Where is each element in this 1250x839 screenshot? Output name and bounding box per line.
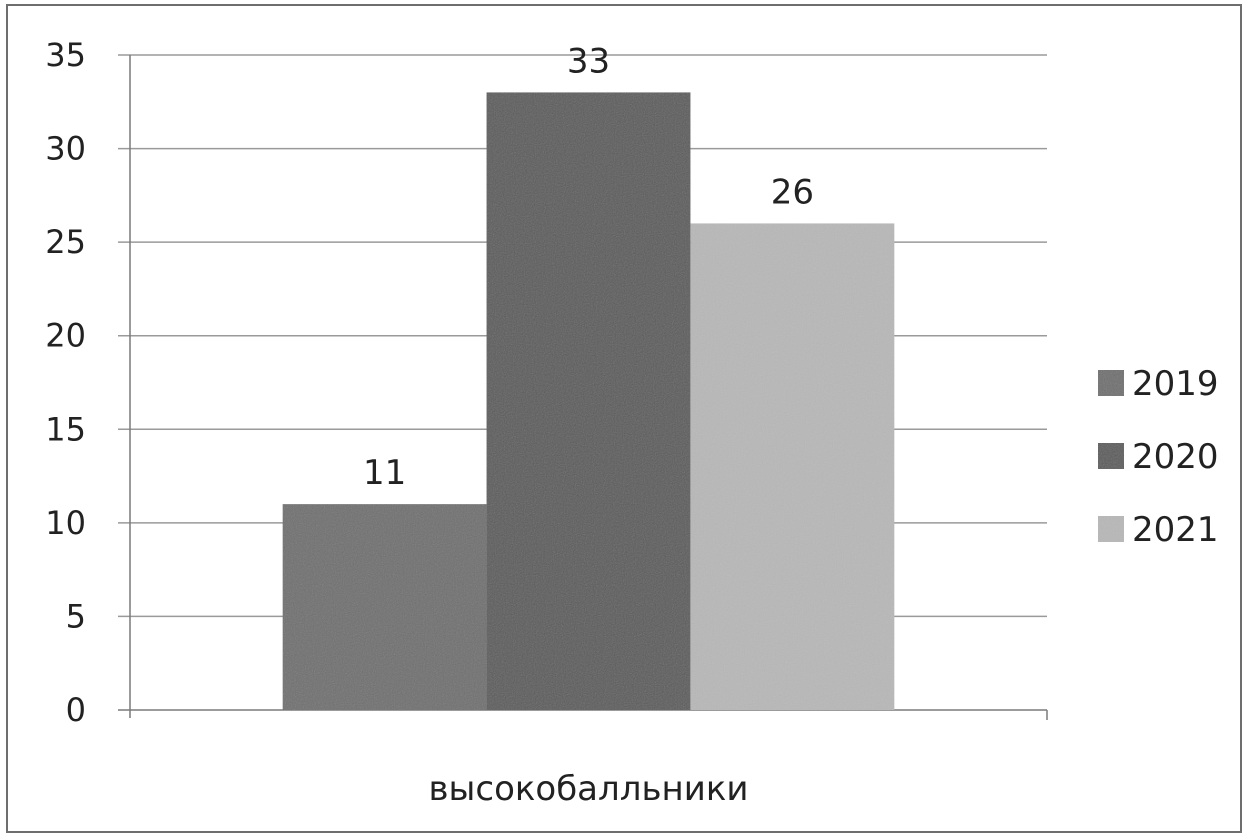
legend: 2019 2020 2021	[1098, 364, 1219, 550]
bars	[282, 92, 895, 710]
legend-label-2020: 2020	[1132, 437, 1219, 477]
bar-2020	[486, 92, 691, 710]
y-tick-label: 15	[45, 410, 86, 448]
y-tick-label: 30	[45, 130, 86, 168]
legend-label-2019: 2019	[1132, 364, 1219, 404]
data-label-2019: 11	[363, 453, 406, 493]
x-category-label: высокобалльники	[429, 769, 749, 809]
legend-swatch-2021	[1098, 516, 1124, 542]
y-tick-label: 35	[45, 36, 86, 74]
data-label-2020: 33	[567, 41, 610, 81]
bar-2021	[690, 223, 895, 710]
legend-swatch-2019	[1098, 370, 1124, 396]
legend-swatch-2020	[1098, 443, 1124, 469]
y-tick-label: 5	[66, 597, 86, 635]
data-label-2021: 26	[771, 172, 814, 212]
legend-label-2021: 2021	[1132, 510, 1219, 550]
y-tick-label: 25	[45, 223, 86, 261]
axes: 0 5 10 15 20 25 30 35 высокобалльники	[45, 36, 1048, 809]
y-tick-label: 10	[45, 504, 86, 542]
y-tick-label: 0	[66, 691, 86, 729]
y-tick-label: 20	[45, 317, 86, 355]
data-labels: 11 33 26	[363, 41, 814, 493]
bar-2019	[282, 504, 487, 710]
